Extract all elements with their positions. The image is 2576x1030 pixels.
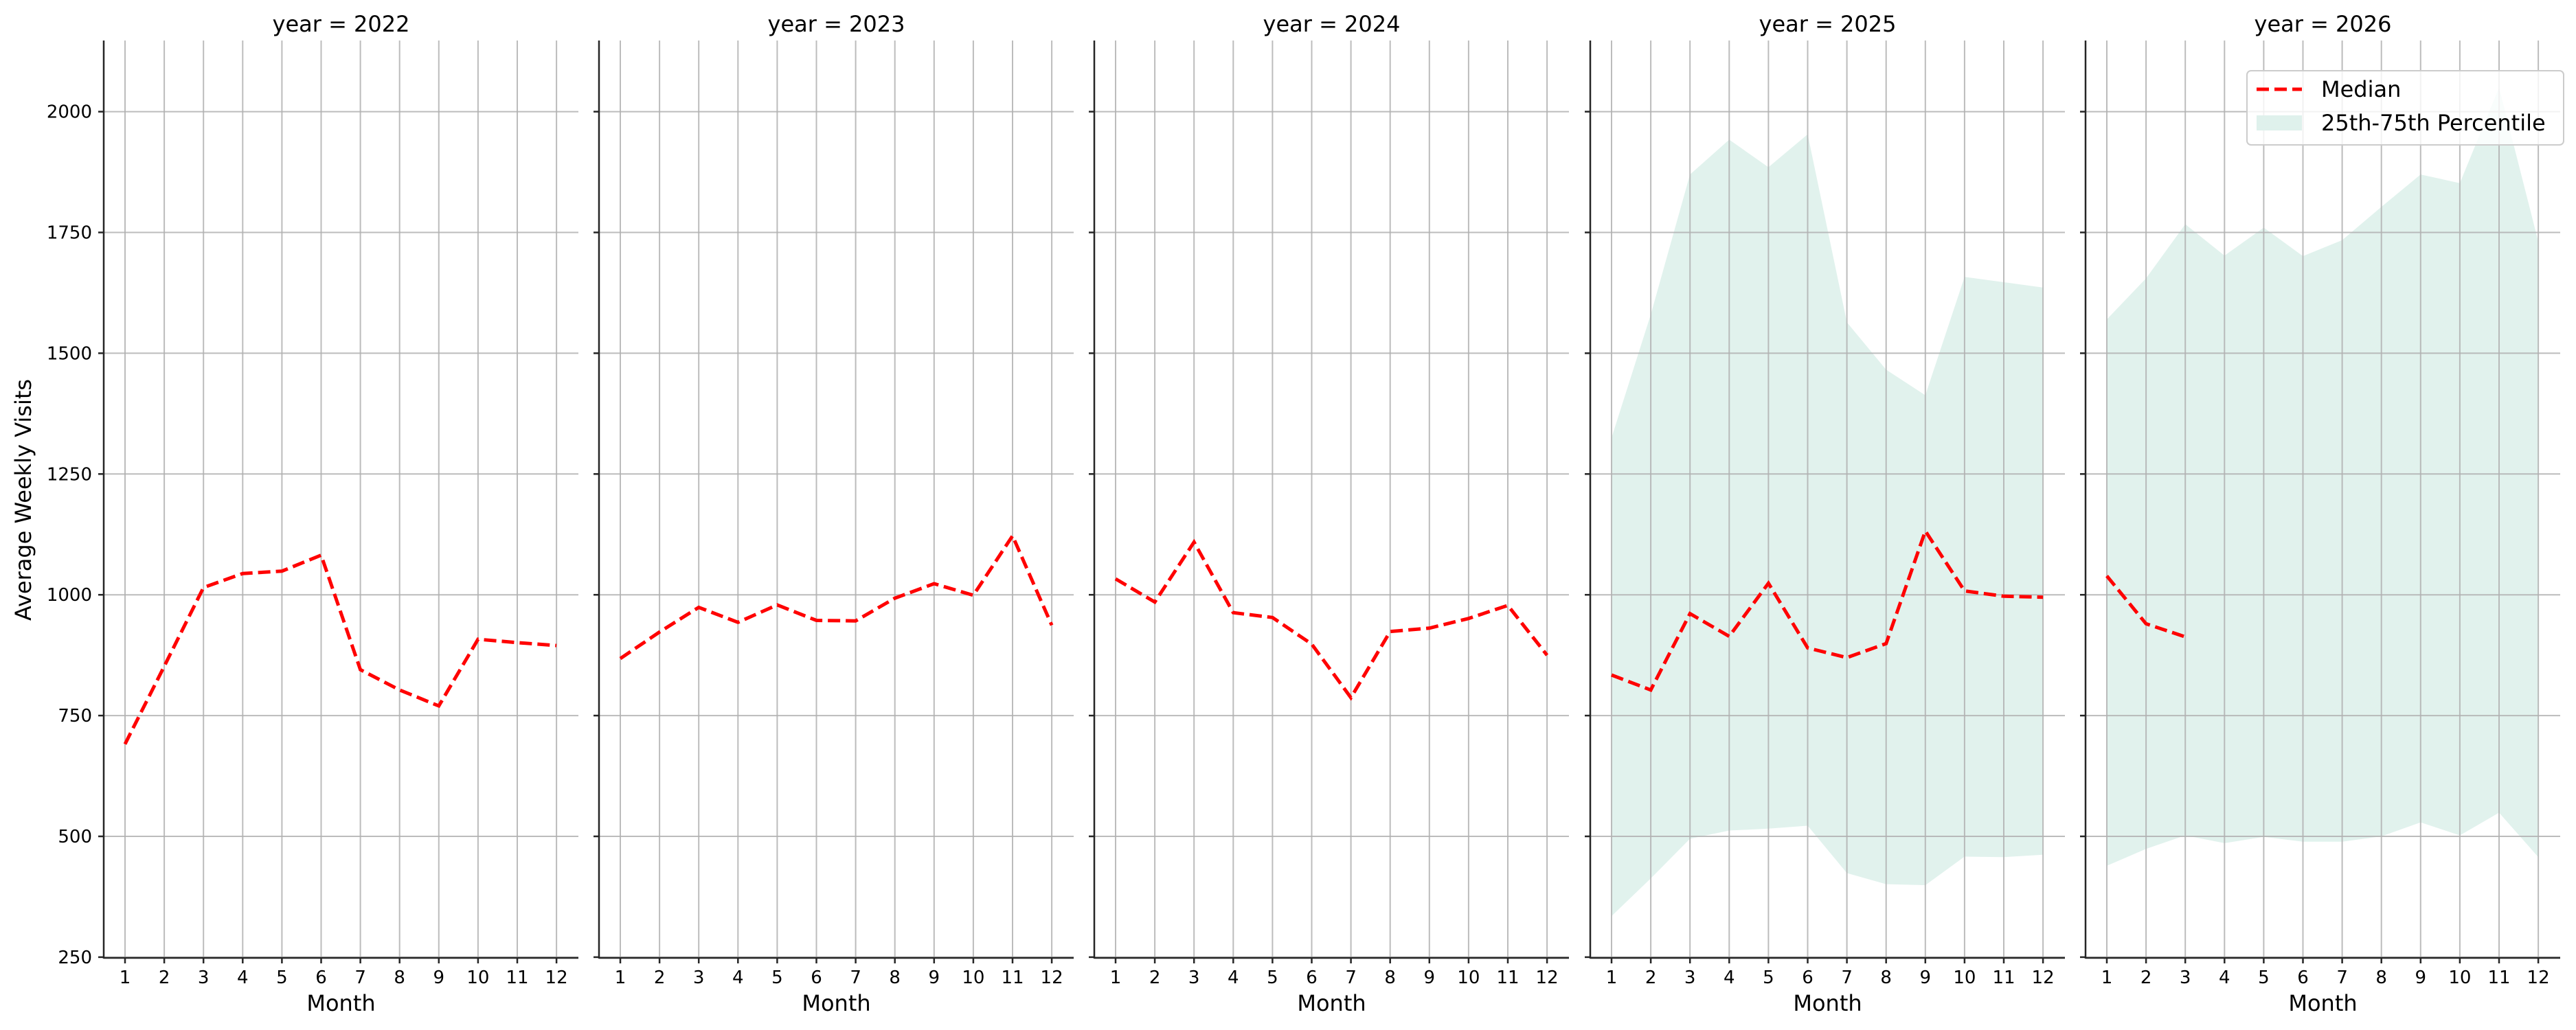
x-tick-label: 12 bbox=[2032, 968, 2055, 988]
x-tick-label: 12 bbox=[545, 968, 568, 988]
x-tick-label: 2 bbox=[1149, 968, 1161, 988]
x-tick-label: 7 bbox=[850, 968, 861, 988]
panel-title: year = 2024 bbox=[1263, 11, 1401, 37]
x-tick-label: 6 bbox=[811, 968, 822, 988]
x-axis-label: Month bbox=[802, 990, 870, 1016]
x-tick-label: 12 bbox=[1041, 968, 1063, 988]
median-line bbox=[123, 553, 557, 745]
x-tick-label: 10 bbox=[962, 968, 984, 988]
x-tick-label: 10 bbox=[1457, 968, 1480, 988]
x-tick-label: 11 bbox=[2487, 968, 2510, 988]
x-tick-label: 7 bbox=[1841, 968, 1853, 988]
y-tick-label: 2000 bbox=[47, 102, 92, 123]
legend-band-swatch-icon bbox=[2257, 115, 2302, 130]
x-axis-label: Month bbox=[1793, 990, 1862, 1016]
x-tick-label: 6 bbox=[1306, 968, 1318, 988]
percentile-band bbox=[2107, 87, 2539, 866]
y-tick-label: 750 bbox=[58, 706, 92, 726]
x-tick-label: 9 bbox=[433, 968, 445, 988]
x-tick-label: 6 bbox=[2297, 968, 2309, 988]
legend-band-label: 25th-75th Percentile bbox=[2321, 110, 2546, 136]
x-tick-label: 11 bbox=[506, 968, 528, 988]
x-axis-label: Month bbox=[306, 990, 375, 1016]
x-axis-label: Month bbox=[1297, 990, 1366, 1016]
x-tick-label: 11 bbox=[1496, 968, 1519, 988]
y-tick-label: 500 bbox=[58, 827, 92, 847]
x-tick-label: 10 bbox=[2448, 968, 2471, 988]
x-tick-label: 1 bbox=[120, 968, 131, 988]
y-tick-label: 1000 bbox=[47, 585, 92, 606]
x-tick-label: 10 bbox=[1953, 968, 1976, 988]
median-line bbox=[1611, 527, 2044, 692]
x-tick-label: 1 bbox=[2101, 968, 2113, 988]
x-tick-label: 2 bbox=[2140, 968, 2152, 988]
x-tick-label: 9 bbox=[1424, 968, 1436, 988]
x-tick-label: 7 bbox=[2336, 968, 2348, 988]
x-tick-label: 3 bbox=[1188, 968, 1200, 988]
x-tick-label: 2 bbox=[654, 968, 666, 988]
x-tick-label: 5 bbox=[771, 968, 783, 988]
percentile-band bbox=[1612, 134, 2044, 917]
x-tick-label: 5 bbox=[1763, 968, 1774, 988]
y-axis-label: Average Weekly Visits bbox=[10, 379, 36, 621]
x-tick-label: 1 bbox=[615, 968, 626, 988]
x-tick-label: 8 bbox=[394, 968, 405, 988]
x-tick-label: 10 bbox=[466, 968, 489, 988]
x-tick-label: 7 bbox=[354, 968, 366, 988]
x-tick-label: 5 bbox=[2258, 968, 2270, 988]
x-tick-label: 4 bbox=[2219, 968, 2230, 988]
x-tick-label: 8 bbox=[2375, 968, 2387, 988]
x-tick-label: 1 bbox=[1110, 968, 1122, 988]
panel-title: year = 2023 bbox=[768, 11, 905, 37]
x-tick-label: 6 bbox=[315, 968, 327, 988]
median-line bbox=[1114, 538, 1549, 701]
x-tick-label: 6 bbox=[1802, 968, 1814, 988]
x-tick-label: 9 bbox=[1920, 968, 1932, 988]
x-tick-label: 5 bbox=[276, 968, 288, 988]
panel-title: year = 2022 bbox=[273, 11, 410, 37]
y-tick-label: 1750 bbox=[47, 223, 92, 244]
x-tick-label: 4 bbox=[732, 968, 744, 988]
x-tick-label: 3 bbox=[198, 968, 210, 988]
x-tick-label: 11 bbox=[1992, 968, 2015, 988]
y-tick-label: 250 bbox=[58, 948, 92, 968]
x-tick-label: 4 bbox=[1228, 968, 1239, 988]
x-tick-label: 8 bbox=[1384, 968, 1396, 988]
x-tick-label: 11 bbox=[1001, 968, 1024, 988]
median-line bbox=[619, 532, 1054, 661]
legend-frame bbox=[2246, 70, 2564, 146]
panel-title: year = 2026 bbox=[2255, 11, 2392, 37]
x-tick-label: 2 bbox=[159, 968, 170, 988]
x-tick-label: 5 bbox=[1267, 968, 1278, 988]
x-axis-label: Month bbox=[2288, 990, 2357, 1016]
median-line bbox=[2105, 575, 2186, 639]
y-tick-label: 1500 bbox=[47, 343, 92, 364]
x-tick-label: 1 bbox=[1606, 968, 1618, 988]
x-tick-label: 3 bbox=[2180, 968, 2191, 988]
panel-title: year = 2025 bbox=[1759, 11, 1897, 37]
legend-median-label: Median bbox=[2321, 76, 2401, 102]
x-tick-label: 8 bbox=[889, 968, 901, 988]
x-tick-label: 8 bbox=[1880, 968, 1892, 988]
x-tick-label: 2 bbox=[1645, 968, 1657, 988]
x-tick-label: 7 bbox=[1345, 968, 1357, 988]
y-tick-label: 1250 bbox=[47, 464, 92, 485]
x-tick-label: 4 bbox=[237, 968, 249, 988]
x-tick-label: 12 bbox=[2527, 968, 2550, 988]
x-tick-label: 3 bbox=[1684, 968, 1696, 988]
legend: Median 25th-75th Percentile bbox=[2246, 70, 2564, 146]
x-tick-label: 9 bbox=[2415, 968, 2427, 988]
x-tick-label: 4 bbox=[1724, 968, 1735, 988]
x-tick-label: 3 bbox=[693, 968, 705, 988]
x-tick-label: 12 bbox=[1536, 968, 1559, 988]
x-tick-label: 9 bbox=[929, 968, 940, 988]
